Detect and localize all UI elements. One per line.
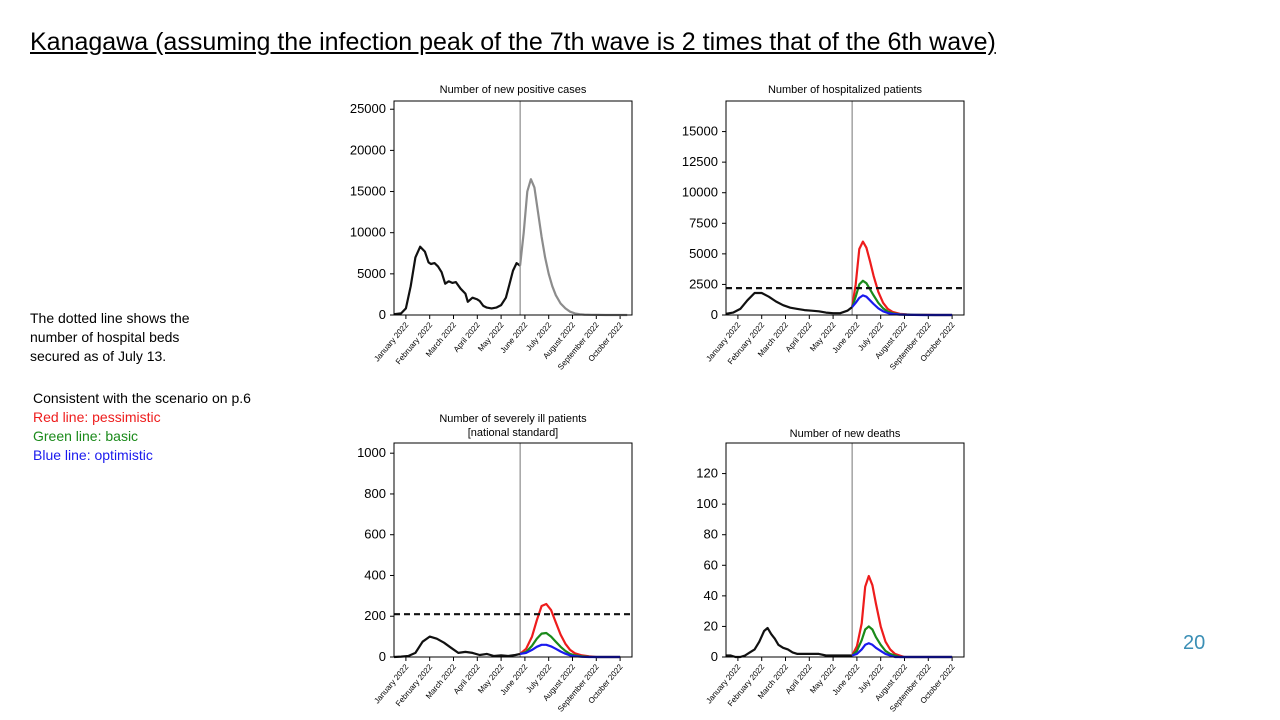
y-tick-label: 100 <box>696 496 718 511</box>
legend-blue: Blue line: optimistic <box>33 447 153 463</box>
chart-title: Number of new deaths <box>790 428 901 440</box>
series-line-black <box>393 245 521 316</box>
plot-frame <box>393 100 633 316</box>
y-tick-label: 20 <box>704 618 718 633</box>
note-line: number of hospital beds <box>30 329 180 345</box>
chart-title: Number of severely ill patients <box>439 413 587 425</box>
y-tick-label: 40 <box>704 588 718 603</box>
y-tick-label: 7500 <box>689 215 718 230</box>
y-tick-label: 2500 <box>689 276 718 291</box>
note-line: The dotted line shows the <box>30 310 190 326</box>
y-tick-label: 1000 <box>357 445 386 460</box>
series-line-black <box>393 635 521 659</box>
y-tick-label: 5000 <box>357 266 386 281</box>
note-line: secured as of July 13. <box>30 348 167 364</box>
plot-frame <box>725 442 965 658</box>
y-tick-label: 20000 <box>350 142 386 157</box>
y-tick-label: 0 <box>379 307 386 322</box>
page-number: 20 <box>1183 632 1206 654</box>
y-tick-label: 10000 <box>350 225 386 240</box>
y-tick-label: 12500 <box>682 154 718 169</box>
y-tick-label: 60 <box>704 557 718 572</box>
chart-title: Number of new positive cases <box>440 84 587 96</box>
y-tick-label: 200 <box>364 608 386 623</box>
x-tick-label: September 2022 <box>888 662 933 714</box>
legend-red: Red line: pessimistic <box>33 409 161 425</box>
y-tick-label: 0 <box>379 649 386 664</box>
plot-frame <box>725 100 965 316</box>
y-tick-label: 15000 <box>350 184 386 199</box>
y-tick-label: 5000 <box>689 246 718 261</box>
chart-subtitle: [national standard] <box>468 427 559 439</box>
y-tick-label: 0 <box>711 307 718 322</box>
y-tick-label: 0 <box>711 649 718 664</box>
legend-green: Green line: basic <box>33 428 139 444</box>
series-line-black <box>725 291 853 315</box>
y-tick-label: 600 <box>364 527 386 542</box>
y-tick-label: 15000 <box>682 124 718 139</box>
series-line-black <box>726 626 853 659</box>
y-tick-label: 10000 <box>682 185 718 200</box>
series-line-blue <box>851 642 953 659</box>
scenario-legend: Consistent with the scenario on p.6 Red … <box>33 389 251 465</box>
slide-title: Kanagawa (assuming the infection peak of… <box>30 28 996 56</box>
legend-intro: Consistent with the scenario on p.6 <box>33 390 251 406</box>
plot-frame <box>393 442 633 658</box>
y-tick-label: 120 <box>696 466 718 481</box>
y-tick-label: 25000 <box>350 101 386 116</box>
series-line-green <box>851 625 953 659</box>
beds-note: The dotted line shows the number of hosp… <box>30 309 190 366</box>
y-tick-label: 80 <box>704 527 718 542</box>
chart-title: Number of hospitalized patients <box>768 84 923 96</box>
y-tick-label: 800 <box>364 486 386 501</box>
y-tick-label: 400 <box>364 567 386 582</box>
